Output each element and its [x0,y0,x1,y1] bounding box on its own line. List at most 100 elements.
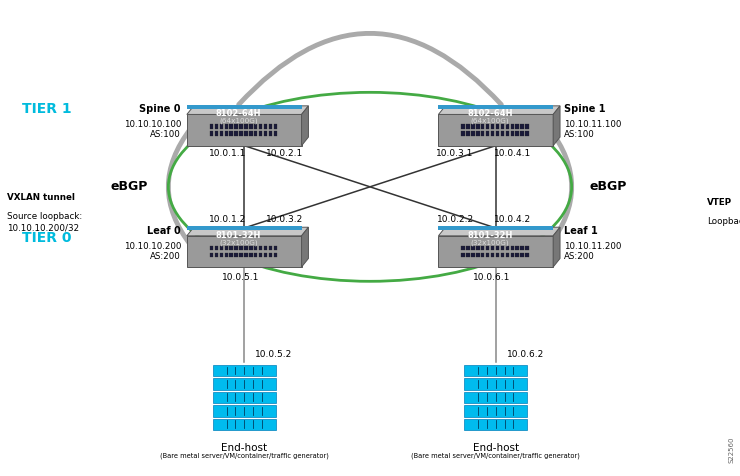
Bar [491,131,494,136]
Bar [269,246,272,250]
Bar [496,131,500,136]
Polygon shape [186,227,309,236]
Text: 10.0.4.1: 10.0.4.1 [494,149,531,159]
Bar [520,246,524,250]
Bar [210,131,213,136]
Text: 10.10.10.200/32: 10.10.10.200/32 [7,224,79,233]
Bar [244,246,248,250]
Bar [501,124,504,129]
Bar [462,131,465,136]
Bar [476,131,480,136]
Bar [259,124,263,129]
Bar [439,105,554,109]
Text: 8101-32H: 8101-32H [468,230,513,239]
Bar [220,253,223,257]
Bar [229,253,233,257]
Bar [471,246,474,250]
Bar [471,131,474,136]
Bar [224,131,228,136]
Bar [486,253,489,257]
Bar [269,124,272,129]
Bar [186,226,302,230]
Bar [259,246,263,250]
Bar [525,246,529,250]
Bar [274,124,278,129]
Bar [220,246,223,250]
Bar [259,131,263,136]
Text: (64x100G): (64x100G) [471,118,509,124]
Bar [269,253,272,257]
Bar [476,246,480,250]
Bar [229,131,233,136]
Bar [224,124,228,129]
Text: 10.0.3.1: 10.0.3.1 [437,149,474,159]
Bar [239,246,243,250]
Bar [476,253,480,257]
Bar [264,246,267,250]
Bar [235,253,238,257]
Bar [481,253,485,257]
Text: 10.10.11.200: 10.10.11.200 [565,242,622,250]
FancyBboxPatch shape [213,419,276,430]
Text: 8101-32H: 8101-32H [216,230,261,239]
Bar [249,124,252,129]
Text: AS:200: AS:200 [565,252,595,260]
Bar [254,124,258,129]
Polygon shape [439,227,560,236]
Bar [249,246,252,250]
Bar [462,124,465,129]
Bar [210,124,213,129]
Bar [466,253,470,257]
Bar [481,131,485,136]
Bar [224,253,228,257]
Bar [239,131,243,136]
Bar [520,124,524,129]
Polygon shape [439,106,560,114]
Bar [244,124,248,129]
Polygon shape [554,106,560,146]
Bar [501,246,504,250]
Bar [520,131,524,136]
Bar [496,124,500,129]
Bar [471,253,474,257]
Text: Spine 1: Spine 1 [565,104,606,114]
Text: 8102-64H: 8102-64H [216,109,261,118]
Bar [186,105,302,109]
Bar [516,124,519,129]
Bar [215,124,218,129]
Text: Loopbacks: Loopbacks [707,217,740,226]
Text: VTEP: VTEP [707,198,732,207]
Text: (Bare metal server/VM/container/traffic generator): (Bare metal server/VM/container/traffic … [160,452,329,459]
Bar [264,131,267,136]
Polygon shape [302,106,309,146]
Bar [471,124,474,129]
Text: VXLAN tunnel: VXLAN tunnel [7,193,75,202]
Text: 10.10.11.100: 10.10.11.100 [565,120,622,129]
Text: 10.10.10.100: 10.10.10.100 [124,120,181,129]
Text: S22560: S22560 [728,436,734,463]
Bar [466,131,470,136]
Bar [466,124,470,129]
Bar [269,131,272,136]
Text: (32x100G): (32x100G) [471,239,509,246]
Bar [239,124,243,129]
Text: AS:200: AS:200 [150,252,181,260]
Text: AS:100: AS:100 [150,130,181,139]
FancyBboxPatch shape [465,378,527,390]
Bar [486,246,489,250]
Polygon shape [186,114,302,146]
Text: AS:100: AS:100 [565,130,595,139]
Bar [224,246,228,250]
Text: 10.0.1.2: 10.0.1.2 [209,215,246,224]
FancyArrowPatch shape [549,129,572,245]
Bar [505,246,509,250]
Bar [229,124,233,129]
Bar [259,253,263,257]
FancyBboxPatch shape [213,365,276,376]
Text: 10.0.1.1: 10.0.1.1 [209,149,246,159]
Bar [501,131,504,136]
Bar [516,246,519,250]
Bar [235,131,238,136]
Text: (Bare metal server/VM/container/traffic generator): (Bare metal server/VM/container/traffic … [411,452,580,459]
Text: End-host: End-host [221,443,267,453]
